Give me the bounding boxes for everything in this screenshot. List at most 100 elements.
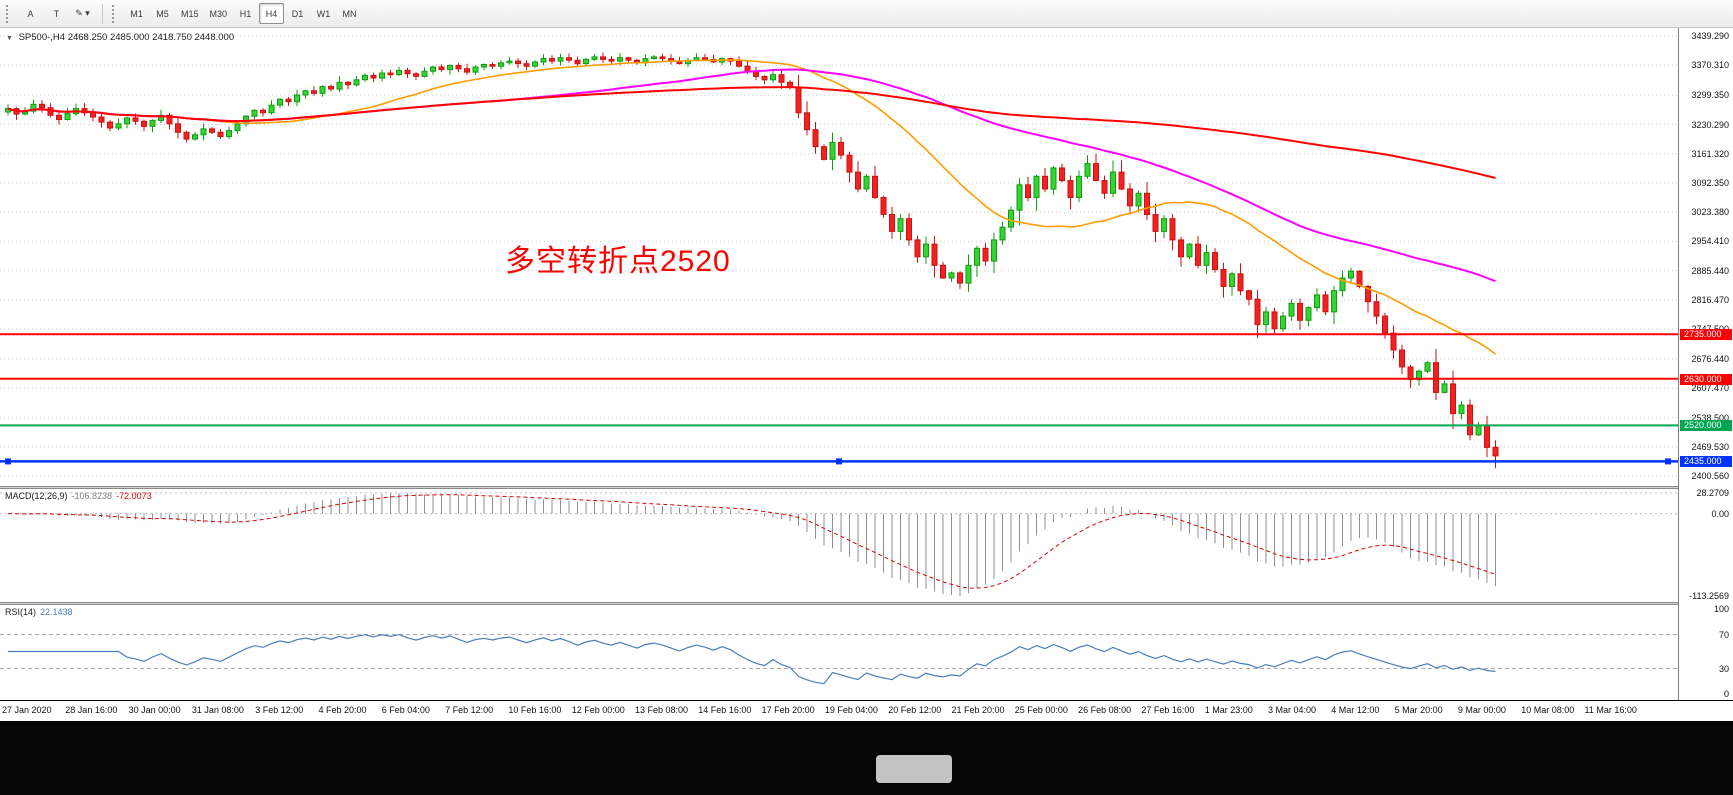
time-axis-label: 10 Mar 08:00 — [1521, 705, 1575, 715]
price-axis-label: 3230.290 — [1691, 119, 1729, 130]
time-axis-label: 3 Mar 04:00 — [1268, 705, 1317, 715]
time-axis-label: 6 Feb 04:00 — [381, 705, 430, 715]
moving-average-150 — [7, 86, 1496, 179]
level-price-tag: 2735.000 — [1680, 329, 1732, 341]
rsi-line — [8, 633, 1496, 685]
timeframe-toolbar: M1 M5 M15 M30 H1 H4 D1 W1 MN — [124, 3, 362, 24]
time-axis[interactable]: 27 Jan 2020 28 Jan 16:00 30 Jan 00:00 31 Ja… — [0, 700, 1733, 721]
price-axis-label: 2885.440 — [1691, 265, 1729, 276]
time-axis-label: 21 Feb 20:00 — [951, 705, 1005, 715]
level-price-tag: 2435.000 — [1680, 456, 1732, 468]
chart-annotation-text[interactable]: 多空转折点2520 — [505, 245, 731, 278]
rsi-value: 22.1438 — [40, 607, 73, 617]
price-axis-label: 2676.440 — [1691, 354, 1729, 365]
macd-axis-label: 0.00 — [1711, 508, 1729, 519]
rsi-indicator-pane[interactable]: RSI(14) 22.1438 — [0, 605, 1678, 700]
time-axis-label: 25 Feb 00:00 — [1014, 705, 1068, 715]
time-axis-label: 26 Feb 08:00 — [1078, 705, 1132, 715]
time-axis-label: 1 Mar 23:00 — [1204, 705, 1253, 715]
macd-indicator-pane[interactable]: MACD(12,26,9) -106.8238 -72.0073 — [0, 489, 1678, 602]
line-selection-handle[interactable] — [5, 458, 11, 465]
toolbar-drag-handle[interactable] — [6, 4, 11, 23]
level-price-tag: 2520.000 — [1680, 420, 1732, 432]
time-axis-label: 30 Jan 00:00 — [128, 705, 181, 715]
moving-average-24 — [7, 59, 1496, 355]
time-axis-label: 13 Feb 08:00 — [635, 705, 689, 715]
time-axis-label: 9 Mar 00:00 — [1457, 705, 1506, 715]
chart-title: ▼ SP500-,H4 2468.250 2485.000 2418.750 2… — [6, 32, 234, 43]
price-axis-label: 3092.350 — [1691, 178, 1729, 188]
rsi-axis-label: 70 — [1718, 629, 1729, 640]
taskbar — [0, 721, 1733, 795]
chart-ohlc-values: 2468.250 2485.000 2418.750 2448.000 — [67, 32, 235, 43]
price-axis-label: 3370.310 — [1691, 60, 1729, 71]
price-axis-label: 3023.380 — [1691, 207, 1729, 218]
rsi-axis-label: 0 — [1723, 689, 1729, 699]
time-axis-label: 27 Feb 16:00 — [1141, 705, 1195, 715]
price-axis-label: 2816.470 — [1691, 294, 1729, 305]
price-axis-label: 2954.410 — [1691, 236, 1729, 247]
time-axis-label: 31 Jan 08:00 — [191, 705, 244, 715]
macd-histogram — [16, 493, 1496, 596]
macd-signal-line — [7, 494, 1496, 589]
time-axis-label: 10 Feb 16:00 — [508, 705, 562, 715]
chart-symbol-timeframe: SP500-,H4 — [18, 32, 66, 43]
candles-layer — [5, 52, 1499, 469]
pane-divider[interactable] — [0, 486, 1733, 489]
timeframe-button-m5[interactable]: M5 — [150, 3, 175, 24]
timeframe-button-h1[interactable]: H1 — [233, 3, 258, 24]
time-axis-label: 4 Feb 20:00 — [318, 705, 367, 715]
main-chart-pane[interactable]: ▼ SP500-,H4 2468.250 2485.000 2418.750 2… — [0, 28, 1678, 486]
price-axis-label: 2469.530 — [1691, 441, 1729, 452]
price-axis-label: 3161.320 — [1691, 148, 1729, 159]
price-axis-label: 2400.560 — [1691, 471, 1729, 481]
level-price-tag: 2630.000 — [1680, 373, 1732, 385]
taskbar-item[interactable] — [876, 755, 952, 783]
rsi-label: RSI(14) 22.1438 — [5, 607, 73, 617]
timeframe-button-mn[interactable]: MN — [337, 3, 362, 24]
macd-axis-label: -113.2569 — [1689, 591, 1729, 601]
pane-divider[interactable] — [0, 602, 1733, 605]
macd-axis-label: 28.2709 — [1696, 488, 1729, 498]
macd-chart-canvas[interactable] — [0, 489, 1678, 602]
macd-signal-value: -72.0073 — [116, 491, 152, 501]
label-tool-button[interactable]: T — [44, 3, 69, 24]
objects-toolbar: A T ✎ ▾ — [18, 3, 95, 24]
timeframe-toolbar-drag-handle[interactable] — [112, 4, 117, 23]
timeframe-button-d1[interactable]: D1 — [285, 3, 310, 24]
time-axis-label: 4 Mar 12:00 — [1331, 705, 1380, 715]
text-tool-button[interactable]: A — [18, 3, 43, 24]
time-axis-label: 3 Feb 12:00 — [255, 705, 304, 715]
draw-tool-button[interactable]: ✎ ▾ — [70, 3, 95, 24]
top-toolbar: A T ✎ ▾ M1 M5 M15 M30 H1 H4 D1 W1 MN — [0, 0, 1733, 28]
candlestick-chart-canvas[interactable] — [0, 28, 1678, 486]
line-selection-handle[interactable] — [836, 458, 842, 465]
rsi-axis-label: 30 — [1718, 663, 1729, 674]
price-axis-label: 2538.500 — [1691, 412, 1729, 423]
macd-value: -106.8238 — [71, 491, 113, 501]
title-marker-icon: ▼ — [6, 35, 13, 42]
price-axis[interactable]: 3439.290 3370.310 3299.350 3230.290 3161.320… — [1678, 28, 1733, 700]
time-axis-label: 12 Feb 00:00 — [571, 705, 625, 715]
moving-average-60 — [7, 68, 1496, 283]
macd-name: MACD(12,26,9) — [5, 491, 68, 501]
price-axis-label: 3299.350 — [1691, 90, 1729, 101]
rsi-chart-canvas[interactable] — [0, 605, 1678, 700]
time-axis-label: 5 Mar 20:00 — [1394, 705, 1443, 715]
timeframe-button-w1[interactable]: W1 — [311, 3, 336, 24]
price-axis-label: 3439.290 — [1691, 31, 1729, 41]
time-axis-label: 11 Mar 16:00 — [1584, 705, 1637, 715]
line-selection-handle[interactable] — [1665, 458, 1671, 465]
time-axis-label: 7 Feb 12:00 — [445, 705, 494, 715]
timeframe-button-m15[interactable]: M15 — [176, 3, 204, 24]
timeframe-button-h4[interactable]: H4 — [259, 3, 285, 24]
timeframe-button-m30[interactable]: M30 — [205, 3, 233, 24]
time-axis-label: 27 Jan 2020 — [2, 705, 52, 715]
time-axis-label: 14 Feb 16:00 — [698, 705, 752, 715]
toolbar-separator — [102, 3, 103, 24]
timeframe-button-m1[interactable]: M1 — [124, 3, 149, 24]
rsi-name: RSI(14) — [5, 607, 37, 617]
time-axis-label: 28 Jan 16:00 — [65, 705, 118, 715]
price-axis-label: 2747.500 — [1691, 325, 1729, 334]
